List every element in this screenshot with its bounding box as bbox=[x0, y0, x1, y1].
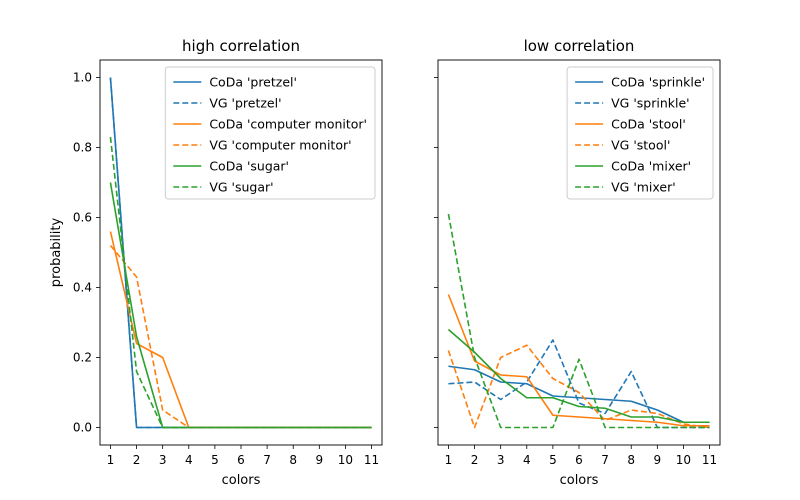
x-tick-label: 4 bbox=[185, 453, 193, 467]
x-tick-label: 6 bbox=[575, 453, 583, 467]
series-lines bbox=[447, 213, 710, 429]
x-axis-label: colors bbox=[222, 473, 261, 488]
x-tick-label: 5 bbox=[211, 453, 219, 467]
x-tick-label: 7 bbox=[263, 453, 271, 467]
series-lines bbox=[109, 77, 372, 429]
legend-label: CoDa 'computer monitor' bbox=[209, 117, 367, 132]
series-line-0 bbox=[448, 365, 710, 424]
legend: CoDa 'sprinkle' VG 'sprinkle' CoDa 'stool'… bbox=[566, 66, 714, 200]
legend-label: VG 'pretzel' bbox=[209, 96, 281, 111]
x-tick-label: 2 bbox=[133, 453, 141, 467]
legend-label: CoDa 'stool' bbox=[611, 117, 686, 132]
x-tick-label: 8 bbox=[289, 453, 297, 467]
legend-label: CoDa 'pretzel' bbox=[209, 75, 297, 90]
series-line-5 bbox=[109, 136, 372, 429]
y-tick-label: 0.4 bbox=[73, 281, 92, 295]
x-axis-label: colors bbox=[560, 473, 599, 488]
x-tick-label: 1 bbox=[445, 453, 453, 467]
y-tick-label: 1.0 bbox=[73, 71, 92, 85]
series-line-4 bbox=[109, 182, 372, 429]
x-tick-label: 7 bbox=[601, 453, 609, 467]
legend-label: VG 'sprinkle' bbox=[611, 96, 689, 111]
x-tick-label: 6 bbox=[237, 453, 245, 467]
x-tick-label: 11 bbox=[364, 453, 379, 467]
x-tick-label: 9 bbox=[316, 453, 324, 467]
x-tick-label: 10 bbox=[338, 453, 353, 467]
y-tick-label: 0.2 bbox=[73, 351, 92, 365]
x-tick-label: 3 bbox=[159, 453, 167, 467]
x-tick-label: 8 bbox=[627, 453, 635, 467]
y-tick-label: 0.0 bbox=[73, 421, 92, 435]
legend-label: CoDa 'sprinkle' bbox=[611, 75, 705, 90]
x-tick-label: 4 bbox=[523, 453, 531, 467]
x-tick-label: 11 bbox=[702, 453, 717, 467]
x-tick-label: 2 bbox=[471, 453, 479, 467]
legend-label: CoDa 'sugar' bbox=[209, 159, 289, 174]
x-tick-label: 9 bbox=[654, 453, 662, 467]
panel-high-correlation: 1 2 3 4 5 6 7 8 9 10 11 0.0 0.2 0.4 0.6 0.8 1.0 high corr… bbox=[49, 37, 383, 488]
chart-title: low correlation bbox=[524, 37, 635, 55]
legend-box bbox=[164, 66, 376, 200]
legend-label: VG 'computer monitor' bbox=[209, 138, 351, 153]
legend: CoDa 'pretzel' VG 'pretzel' CoDa 'computer… bbox=[164, 66, 376, 200]
legend-label: VG 'mixer' bbox=[611, 180, 676, 195]
y-axis-label: probability bbox=[49, 218, 64, 288]
legend-box bbox=[566, 66, 714, 200]
chart-title: high correlation bbox=[182, 37, 300, 55]
series-line-5 bbox=[447, 213, 710, 429]
panel-low-correlation: 1 2 3 4 5 6 7 8 9 10 11 low correlation colors CoDa '… bbox=[434, 37, 721, 488]
x-tick-label: 5 bbox=[549, 453, 557, 467]
series-line-3 bbox=[109, 244, 372, 429]
x-tick-label: 3 bbox=[497, 453, 505, 467]
legend-label: VG 'sugar' bbox=[209, 180, 273, 195]
series-line-4 bbox=[447, 328, 710, 424]
series-line-3 bbox=[447, 344, 710, 429]
x-tick-label: 10 bbox=[676, 453, 691, 467]
legend-label: CoDa 'mixer' bbox=[611, 159, 691, 174]
x-tick-label: 1 bbox=[107, 453, 115, 467]
y-tick-label: 0.8 bbox=[73, 141, 92, 155]
legend-label: VG 'stool' bbox=[611, 138, 670, 153]
y-tick-label: 0.6 bbox=[73, 211, 92, 225]
series-line-1 bbox=[448, 339, 710, 429]
